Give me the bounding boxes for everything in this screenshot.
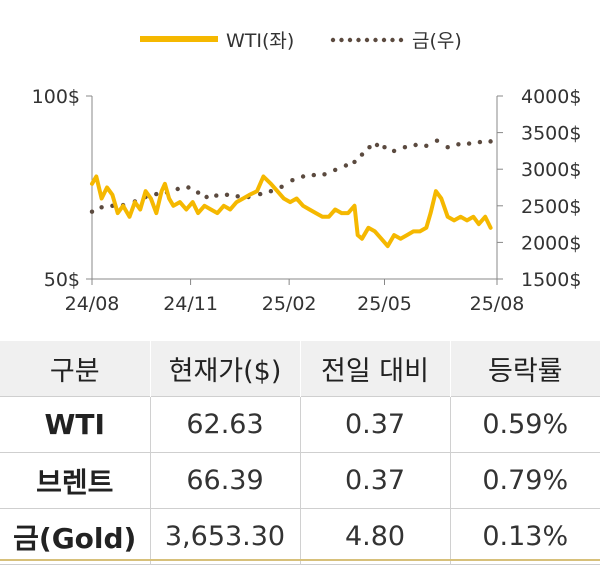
gold-series-point <box>89 209 95 214</box>
right-tick-label: 3000$ <box>521 159 581 181</box>
table-row: 브렌트 66.39 0.37 0.79% <box>0 452 600 509</box>
change-rate-cell: 0.79% <box>449 452 600 509</box>
right-tick-label: 4000$ <box>521 86 581 108</box>
row-label: 금(Gold) <box>13 521 137 555</box>
gold-series-point <box>290 178 295 183</box>
gold-series-point <box>374 142 380 148</box>
gold-series-point <box>235 194 240 199</box>
gold-series-point <box>382 145 387 150</box>
table-row: WTI 62.63 0.37 0.59% <box>0 396 600 453</box>
gold-series-point <box>258 191 263 197</box>
x-tick-label: 25/08 <box>470 293 525 315</box>
ticks-layer: 100$ 50$ 4000$ 3500$ 3000$ 2500$ 2000$ 1500$ 24/… <box>32 86 582 315</box>
current-price-cell: 62.63 <box>149 396 300 453</box>
table-row: 금(Gold) 3,653.30 4.80 0.13% <box>0 508 600 565</box>
gold-series-point <box>322 172 327 177</box>
gold-series-point <box>175 186 180 192</box>
gold-series-point <box>359 152 365 157</box>
right-tick-label: 2000$ <box>521 232 581 254</box>
daily-change-cell: 0.37 <box>299 396 450 453</box>
gold-series-point <box>195 190 201 195</box>
gold-series-point <box>268 189 274 194</box>
daily-change-cell: 4.80 <box>299 508 450 565</box>
left-tick-label: 100$ <box>32 86 80 108</box>
legend-gold-dot <box>398 37 404 43</box>
wti-series-line <box>90 174 493 249</box>
left-tick-label: 50$ <box>44 269 80 291</box>
gold-series-point <box>456 142 461 147</box>
gold-series-point <box>311 172 316 178</box>
change-rate-cell: 0.13% <box>449 508 600 565</box>
bottom-rule <box>0 559 600 561</box>
gold-series-point <box>466 141 472 146</box>
legend-gold-dot <box>390 37 395 43</box>
x-tick-label: 25/02 <box>262 293 317 315</box>
x-tick-label: 25/05 <box>357 293 412 315</box>
legend-gold-dot <box>373 37 378 43</box>
legend-gold-swatch <box>330 37 404 43</box>
table-header-row: 구분 현재가($) 전일 대비 등락률 <box>0 341 600 397</box>
header-current-price: 현재가($) <box>149 341 300 397</box>
gold-series-point <box>204 194 209 200</box>
header-category: 구분 <box>49 356 100 387</box>
gold-series-point <box>445 145 450 150</box>
x-tick-label: 24/11 <box>163 293 218 315</box>
gold-series-point <box>99 205 104 210</box>
row-label: WTI <box>44 408 105 441</box>
legend-gold-dot <box>339 37 344 43</box>
gold-series-point <box>300 174 306 179</box>
gold-series-point <box>352 159 357 165</box>
series-layer <box>89 138 493 249</box>
legend-gold-dot <box>356 37 361 43</box>
price-table: 구분 현재가($) 전일 대비 등락률 WTI 62.63 0.37 0.59%… <box>0 341 600 565</box>
gold-series-point <box>343 163 349 168</box>
gold-series-point <box>279 184 284 189</box>
current-price-cell: 66.39 <box>149 452 300 509</box>
x-tick-label: 24/08 <box>65 293 120 315</box>
gold-series-point <box>434 138 440 143</box>
gold-series-point <box>477 139 483 145</box>
legend-gold-label: 금(우) <box>412 30 462 52</box>
daily-change-cell: 0.37 <box>299 452 450 509</box>
chart-area: WTI(좌) 금(우) 100$ 50$ 4000$ 3500$ 3000$ 2500$ 2… <box>32 30 582 315</box>
legend-gold-dot <box>364 37 370 43</box>
gold-series-point <box>402 145 408 150</box>
gold-series-point <box>333 167 338 173</box>
gold-series-point <box>424 143 429 148</box>
right-tick-label: 1500$ <box>521 269 581 291</box>
gold-series-point <box>413 142 418 148</box>
dual-axis-line-chart: WTI(좌) 금(우) 100$ 50$ 4000$ 3500$ 3000$ 2500$ 2… <box>32 30 582 315</box>
gold-series-point <box>488 139 493 144</box>
legend: WTI(좌) 금(우) <box>140 30 462 52</box>
legend-wti-label: WTI(좌) <box>226 30 294 52</box>
change-rate-cell: 0.59% <box>449 396 600 453</box>
right-tick-label: 2500$ <box>521 196 581 218</box>
current-price-cell: 3,653.30 <box>149 508 300 565</box>
gold-series-point <box>367 145 372 150</box>
legend-gold-dot <box>381 37 387 43</box>
row-label: 브렌트 <box>36 465 114 499</box>
gold-series-point <box>214 193 219 198</box>
header-change-rate: 등락률 <box>449 341 600 397</box>
header-daily-change: 전일 대비 <box>299 341 450 397</box>
gold-series-point <box>186 185 191 190</box>
gold-series-point <box>391 148 397 154</box>
right-tick-label: 3500$ <box>521 123 581 145</box>
gold-series-point <box>224 192 230 197</box>
legend-gold-dot <box>330 37 336 43</box>
gold-series-point <box>154 191 159 197</box>
legend-gold-dot <box>347 37 353 43</box>
